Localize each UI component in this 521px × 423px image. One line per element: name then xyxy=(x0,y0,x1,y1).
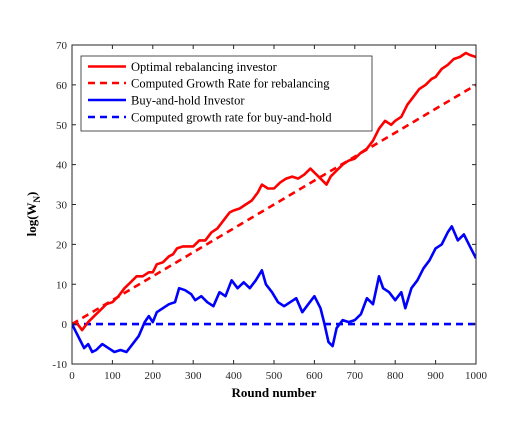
y-tick-label: 40 xyxy=(56,160,68,172)
y-axis-title-close: ) xyxy=(24,192,39,196)
y-axis-title-main: log(W xyxy=(24,202,39,236)
legend-label-buy-and-hold: Buy-and-hold Investor xyxy=(131,94,245,108)
tick-marks xyxy=(71,44,477,365)
y-axis-title: log(WN) xyxy=(24,192,42,237)
x-tick-label: 200 xyxy=(145,370,162,382)
y-tick-label: 0 xyxy=(62,319,68,331)
x-tick-label: 0 xyxy=(69,370,75,382)
series-line-buy-and-hold xyxy=(72,225,476,354)
y-tick-label: 20 xyxy=(56,239,68,251)
x-axis-title: Round number xyxy=(232,385,317,400)
y-tick-label: 30 xyxy=(56,200,68,212)
y-tick-label: 10 xyxy=(56,279,68,291)
x-tick-label: 300 xyxy=(185,370,202,382)
legend-label-rebalancing: Optimal rebalancing investor xyxy=(131,60,278,74)
x-tick-label: 800 xyxy=(387,370,404,382)
x-tick-label: 100 xyxy=(104,370,121,382)
x-tick-label: 700 xyxy=(347,370,364,382)
x-tick-label: 500 xyxy=(266,370,283,382)
y-tick-label: 60 xyxy=(56,80,68,92)
x-tick-label: 900 xyxy=(427,370,444,382)
x-tick-label: 1000 xyxy=(465,370,488,382)
legend-label-buy-and-hold-rate: Computed growth rate for buy-and-hold xyxy=(131,111,332,125)
series-line-rebalancing-rate xyxy=(72,83,476,326)
legend: Optimal rebalancing investor Computed Gr… xyxy=(80,55,373,132)
y-tick-label: 70 xyxy=(56,40,68,52)
legend-box xyxy=(80,55,373,132)
x-tick-label: 600 xyxy=(306,370,323,382)
series-line-rebalancing xyxy=(72,51,476,332)
legend-label-rebalancing-rate: Computed Growth Rate for rebalancing xyxy=(131,77,330,91)
x-tick-label: 400 xyxy=(225,370,242,382)
y-axis-title-subscript: N xyxy=(32,195,42,202)
y-tick-label: 50 xyxy=(56,120,68,132)
y-tick-labels: -10 0 10 20 30 40 50 60 70 xyxy=(52,40,67,371)
x-tick-labels: 0 100 200 300 400 500 600 700 800 900 1000 xyxy=(69,370,487,382)
y-tick-label: -10 xyxy=(52,359,67,371)
plot-area xyxy=(72,51,476,354)
